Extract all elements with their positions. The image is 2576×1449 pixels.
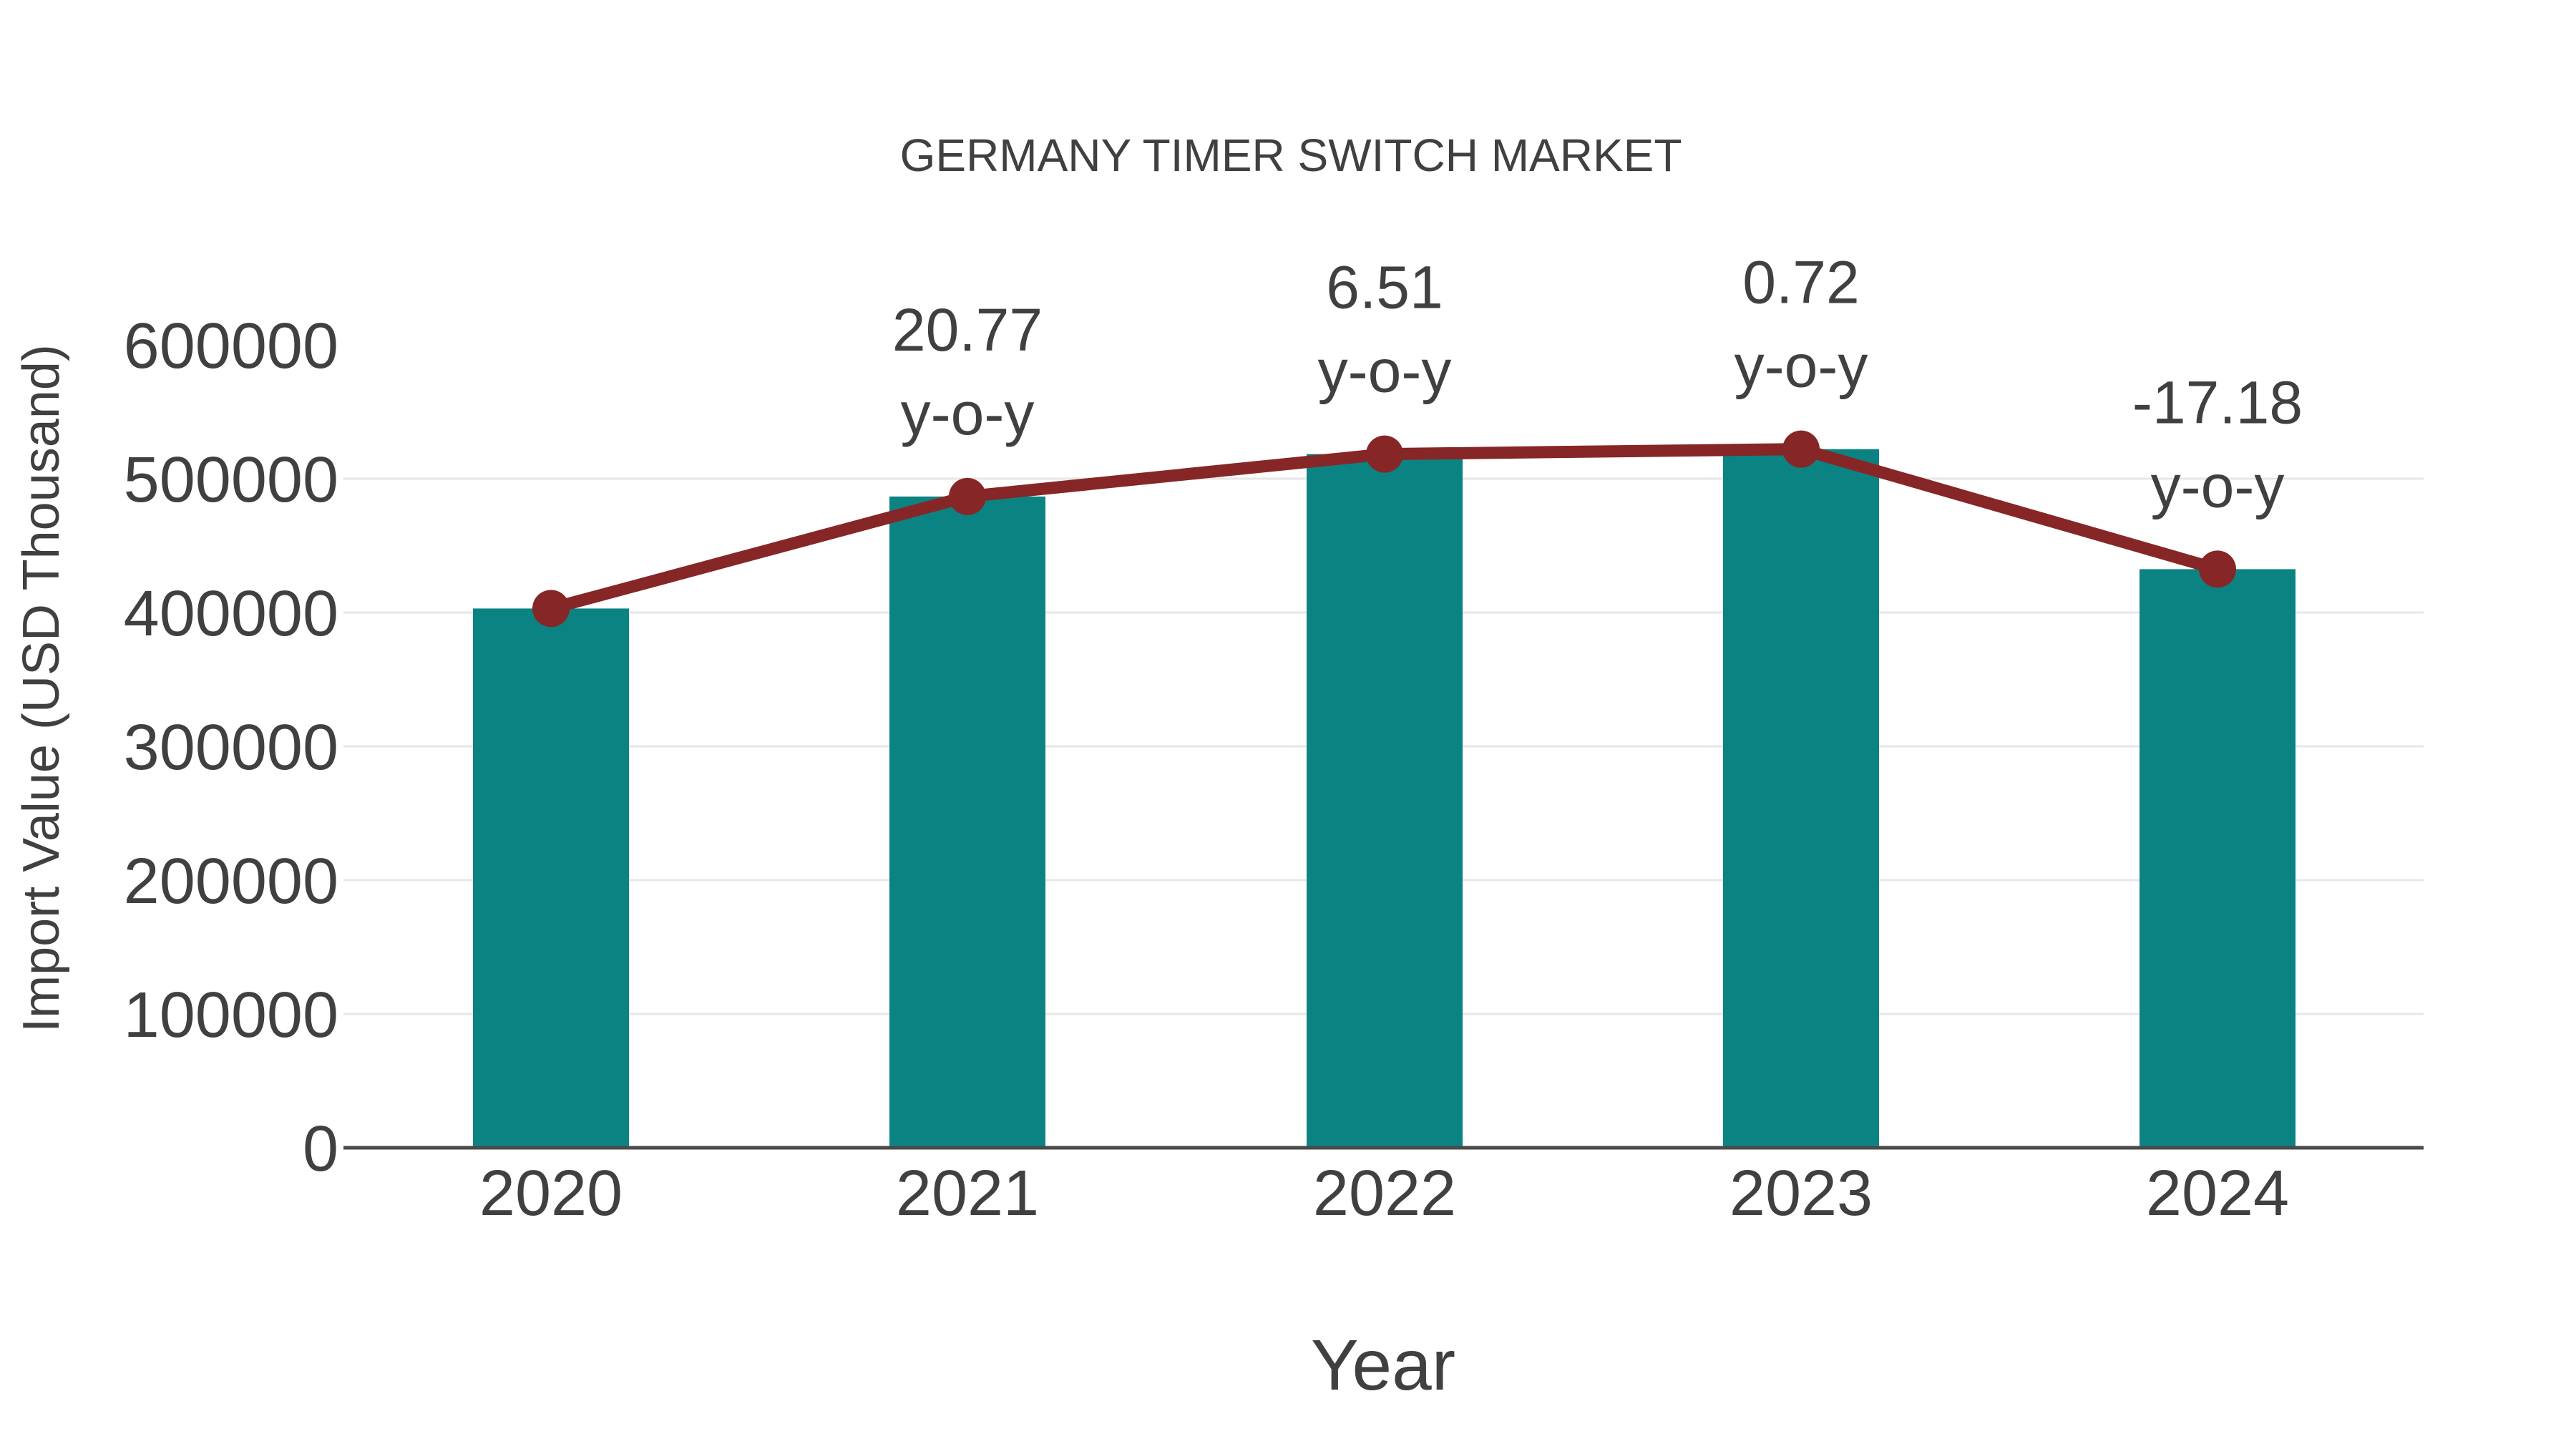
x-axis-title: Year (1311, 1325, 1455, 1405)
yoy-value-2021: 20.77 (892, 296, 1043, 364)
x-tick-label-2024: 2024 (2146, 1158, 2289, 1229)
y-tick-labels: 0 100000 200000 300000 400000 500000 600000 (124, 311, 338, 1185)
x-tick-label-2021: 2021 (896, 1158, 1039, 1229)
bar-2023 (1723, 449, 1879, 1148)
yoy-suffix-2022: y-o-y (1318, 338, 1452, 405)
x-tick-label-2022: 2022 (1313, 1158, 1456, 1229)
x-tick-label-2023: 2023 (1729, 1158, 1873, 1229)
y-tick-label-200000: 200000 (124, 846, 338, 917)
y-tick-label-0: 0 (303, 1113, 338, 1185)
data-point-2022 (1366, 435, 1403, 473)
yoy-value-2023: 0.72 (1742, 249, 1860, 316)
x-tick-label-2020: 2020 (479, 1158, 623, 1229)
y-tick-label-400000: 400000 (124, 578, 338, 650)
bar-2020 (473, 608, 629, 1148)
yoy-value-2024: -17.18 (2132, 369, 2303, 436)
data-point-2023 (1782, 430, 1820, 468)
y-tick-label-500000: 500000 (124, 444, 338, 516)
yoy-annotations: 20.77 y-o-y 6.51 y-o-y 0.72 y-o-y -17.18 y-o-y (892, 249, 2303, 520)
y-tick-label-100000: 100000 (124, 980, 338, 1051)
data-point-2021 (949, 477, 986, 515)
yoy-suffix-2023: y-o-y (1735, 333, 1868, 400)
y-tick-label-300000: 300000 (124, 712, 338, 784)
bar-2024 (2140, 569, 2296, 1148)
line-series (532, 430, 2236, 628)
x-tick-labels: 2020 2021 2022 2023 2024 (479, 1158, 2289, 1229)
data-point-2024 (2199, 550, 2236, 588)
y-tick-label-600000: 600000 (124, 311, 338, 382)
yoy-suffix-2024: y-o-y (2151, 452, 2285, 519)
yoy-suffix-2021: y-o-y (901, 380, 1035, 447)
data-point-2020 (532, 590, 570, 628)
bar-series (473, 449, 2296, 1148)
bar-2022 (1307, 454, 1463, 1148)
yoy-value-2022: 6.51 (1326, 254, 1443, 321)
chart-title: GERMANY TIMER SWITCH MARKET (900, 130, 1682, 181)
bar-2021 (889, 496, 1045, 1148)
y-axis-title: Import Value (USD Thousand) (13, 344, 70, 1033)
